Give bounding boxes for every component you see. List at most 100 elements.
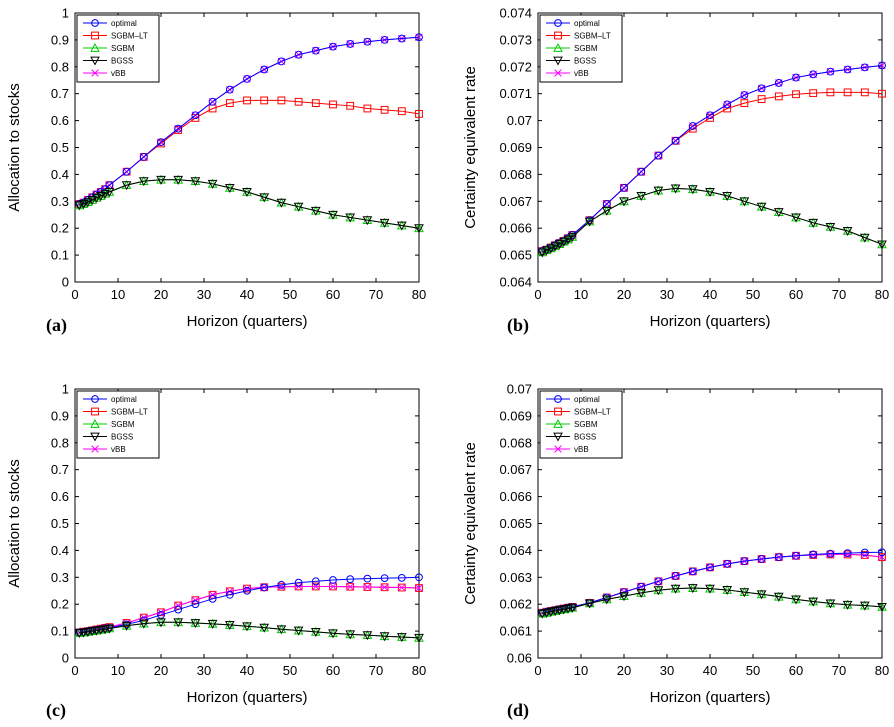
data-point bbox=[541, 246, 552, 256]
data-point bbox=[877, 602, 887, 612]
data-point bbox=[277, 96, 286, 105]
data-point bbox=[619, 197, 629, 207]
y-tick-label: 0.07 bbox=[507, 382, 532, 397]
data-point bbox=[310, 628, 321, 637]
data-point bbox=[83, 628, 93, 637]
x-tick-label: 80 bbox=[875, 287, 889, 302]
data-point bbox=[174, 605, 183, 614]
data-point bbox=[415, 573, 423, 582]
data-point bbox=[546, 607, 556, 617]
y-tick-label: 0.065 bbox=[499, 248, 532, 263]
data-point bbox=[877, 240, 887, 250]
data-point bbox=[174, 601, 183, 610]
data-point bbox=[722, 586, 733, 595]
data-point bbox=[95, 192, 106, 201]
data-point bbox=[294, 97, 303, 106]
data-point bbox=[224, 621, 235, 630]
legend-label: SGBM bbox=[574, 420, 598, 429]
data-point bbox=[243, 75, 251, 83]
data-point bbox=[396, 633, 407, 643]
data-point bbox=[380, 574, 389, 583]
data-point bbox=[242, 622, 252, 632]
data-point bbox=[260, 96, 269, 105]
data-point bbox=[842, 226, 853, 236]
series-line bbox=[542, 64, 883, 252]
data-point bbox=[601, 206, 612, 216]
legend: optimal SGBM–LT SGBM BGSS vBB bbox=[539, 390, 623, 459]
data-point bbox=[100, 625, 110, 635]
data-point bbox=[380, 583, 389, 592]
data-point bbox=[100, 189, 110, 199]
y-axis-label: Certainty equivalent rate bbox=[462, 442, 479, 605]
data-point bbox=[138, 177, 149, 187]
data-point bbox=[243, 96, 251, 105]
y-tick-label: 0.072 bbox=[499, 59, 532, 74]
legend-marker bbox=[554, 31, 562, 40]
legend-label: optimal bbox=[574, 19, 600, 28]
legend-marker bbox=[91, 407, 99, 416]
y-tick-label: 0.6 bbox=[51, 489, 69, 504]
legend-marker bbox=[553, 56, 563, 66]
data-point bbox=[826, 549, 835, 558]
x-tick-label: 70 bbox=[832, 663, 846, 678]
data-point bbox=[345, 213, 356, 223]
data-point bbox=[191, 111, 200, 120]
legend: optimal SGBM–LT SGBM BGSS vBB bbox=[76, 390, 160, 459]
data-point bbox=[225, 99, 234, 108]
data-point bbox=[225, 85, 234, 94]
legend-label: vBB bbox=[111, 445, 126, 454]
x-axis-label: Horizon (quarters) bbox=[650, 689, 771, 706]
data-point bbox=[208, 590, 217, 599]
data-point bbox=[842, 600, 853, 610]
data-point bbox=[687, 185, 698, 195]
y-tick-label: 0.7 bbox=[51, 86, 69, 101]
data-point bbox=[208, 594, 217, 603]
y-tick-label: 0.066 bbox=[499, 221, 532, 236]
x-tick-label: 30 bbox=[660, 663, 674, 678]
data-point bbox=[636, 589, 647, 598]
x-tick-label: 70 bbox=[832, 287, 846, 302]
data-point bbox=[826, 67, 835, 76]
data-point bbox=[363, 574, 372, 583]
data-point bbox=[379, 218, 390, 228]
x-tick-label: 70 bbox=[369, 663, 383, 678]
data-point bbox=[670, 584, 681, 594]
x-axis-label: Horizon (quarters) bbox=[650, 313, 771, 330]
data-point bbox=[396, 221, 407, 231]
legend-marker bbox=[90, 56, 100, 66]
data-point bbox=[705, 187, 715, 197]
data-point bbox=[87, 196, 98, 206]
data-point bbox=[225, 590, 234, 599]
data-point bbox=[757, 95, 766, 103]
data-point bbox=[808, 597, 819, 607]
data-point bbox=[104, 624, 115, 634]
legend-marker bbox=[554, 69, 562, 77]
y-tick-label: 0.069 bbox=[499, 140, 532, 155]
data-point bbox=[363, 583, 372, 591]
legend-label: BGSS bbox=[111, 433, 133, 442]
data-point bbox=[346, 40, 355, 48]
data-point bbox=[293, 202, 304, 212]
data-point bbox=[83, 198, 93, 208]
data-point bbox=[859, 233, 870, 243]
x-tick-label: 60 bbox=[789, 287, 803, 302]
data-point bbox=[688, 122, 697, 130]
data-point bbox=[345, 630, 356, 640]
data-point bbox=[809, 550, 818, 559]
legend-marker bbox=[91, 19, 99, 27]
data-point bbox=[563, 604, 573, 614]
x-tick-label: 70 bbox=[369, 287, 383, 302]
series-bgss bbox=[74, 618, 424, 643]
chart-panel-c: 0 10 20 30 40 50 60 70 80 0 0.1 0.2 0.3 0.4 0.5 0.6 0.7 0… bbox=[6, 382, 426, 722]
x-tick-label: 40 bbox=[703, 287, 717, 302]
x-tick-label: 10 bbox=[111, 663, 125, 678]
x-tick-label: 20 bbox=[617, 663, 631, 678]
data-point bbox=[809, 89, 818, 98]
y-tick-label: 0.1 bbox=[51, 624, 69, 639]
y-tick-label: 0.9 bbox=[51, 408, 69, 423]
x-tick-label: 40 bbox=[703, 663, 717, 678]
x-tick-label: 80 bbox=[412, 663, 426, 678]
x-tick-label: 50 bbox=[283, 287, 297, 302]
y-tick-label: 0.1 bbox=[51, 248, 69, 263]
legend-label: SGBM–LT bbox=[574, 32, 611, 41]
